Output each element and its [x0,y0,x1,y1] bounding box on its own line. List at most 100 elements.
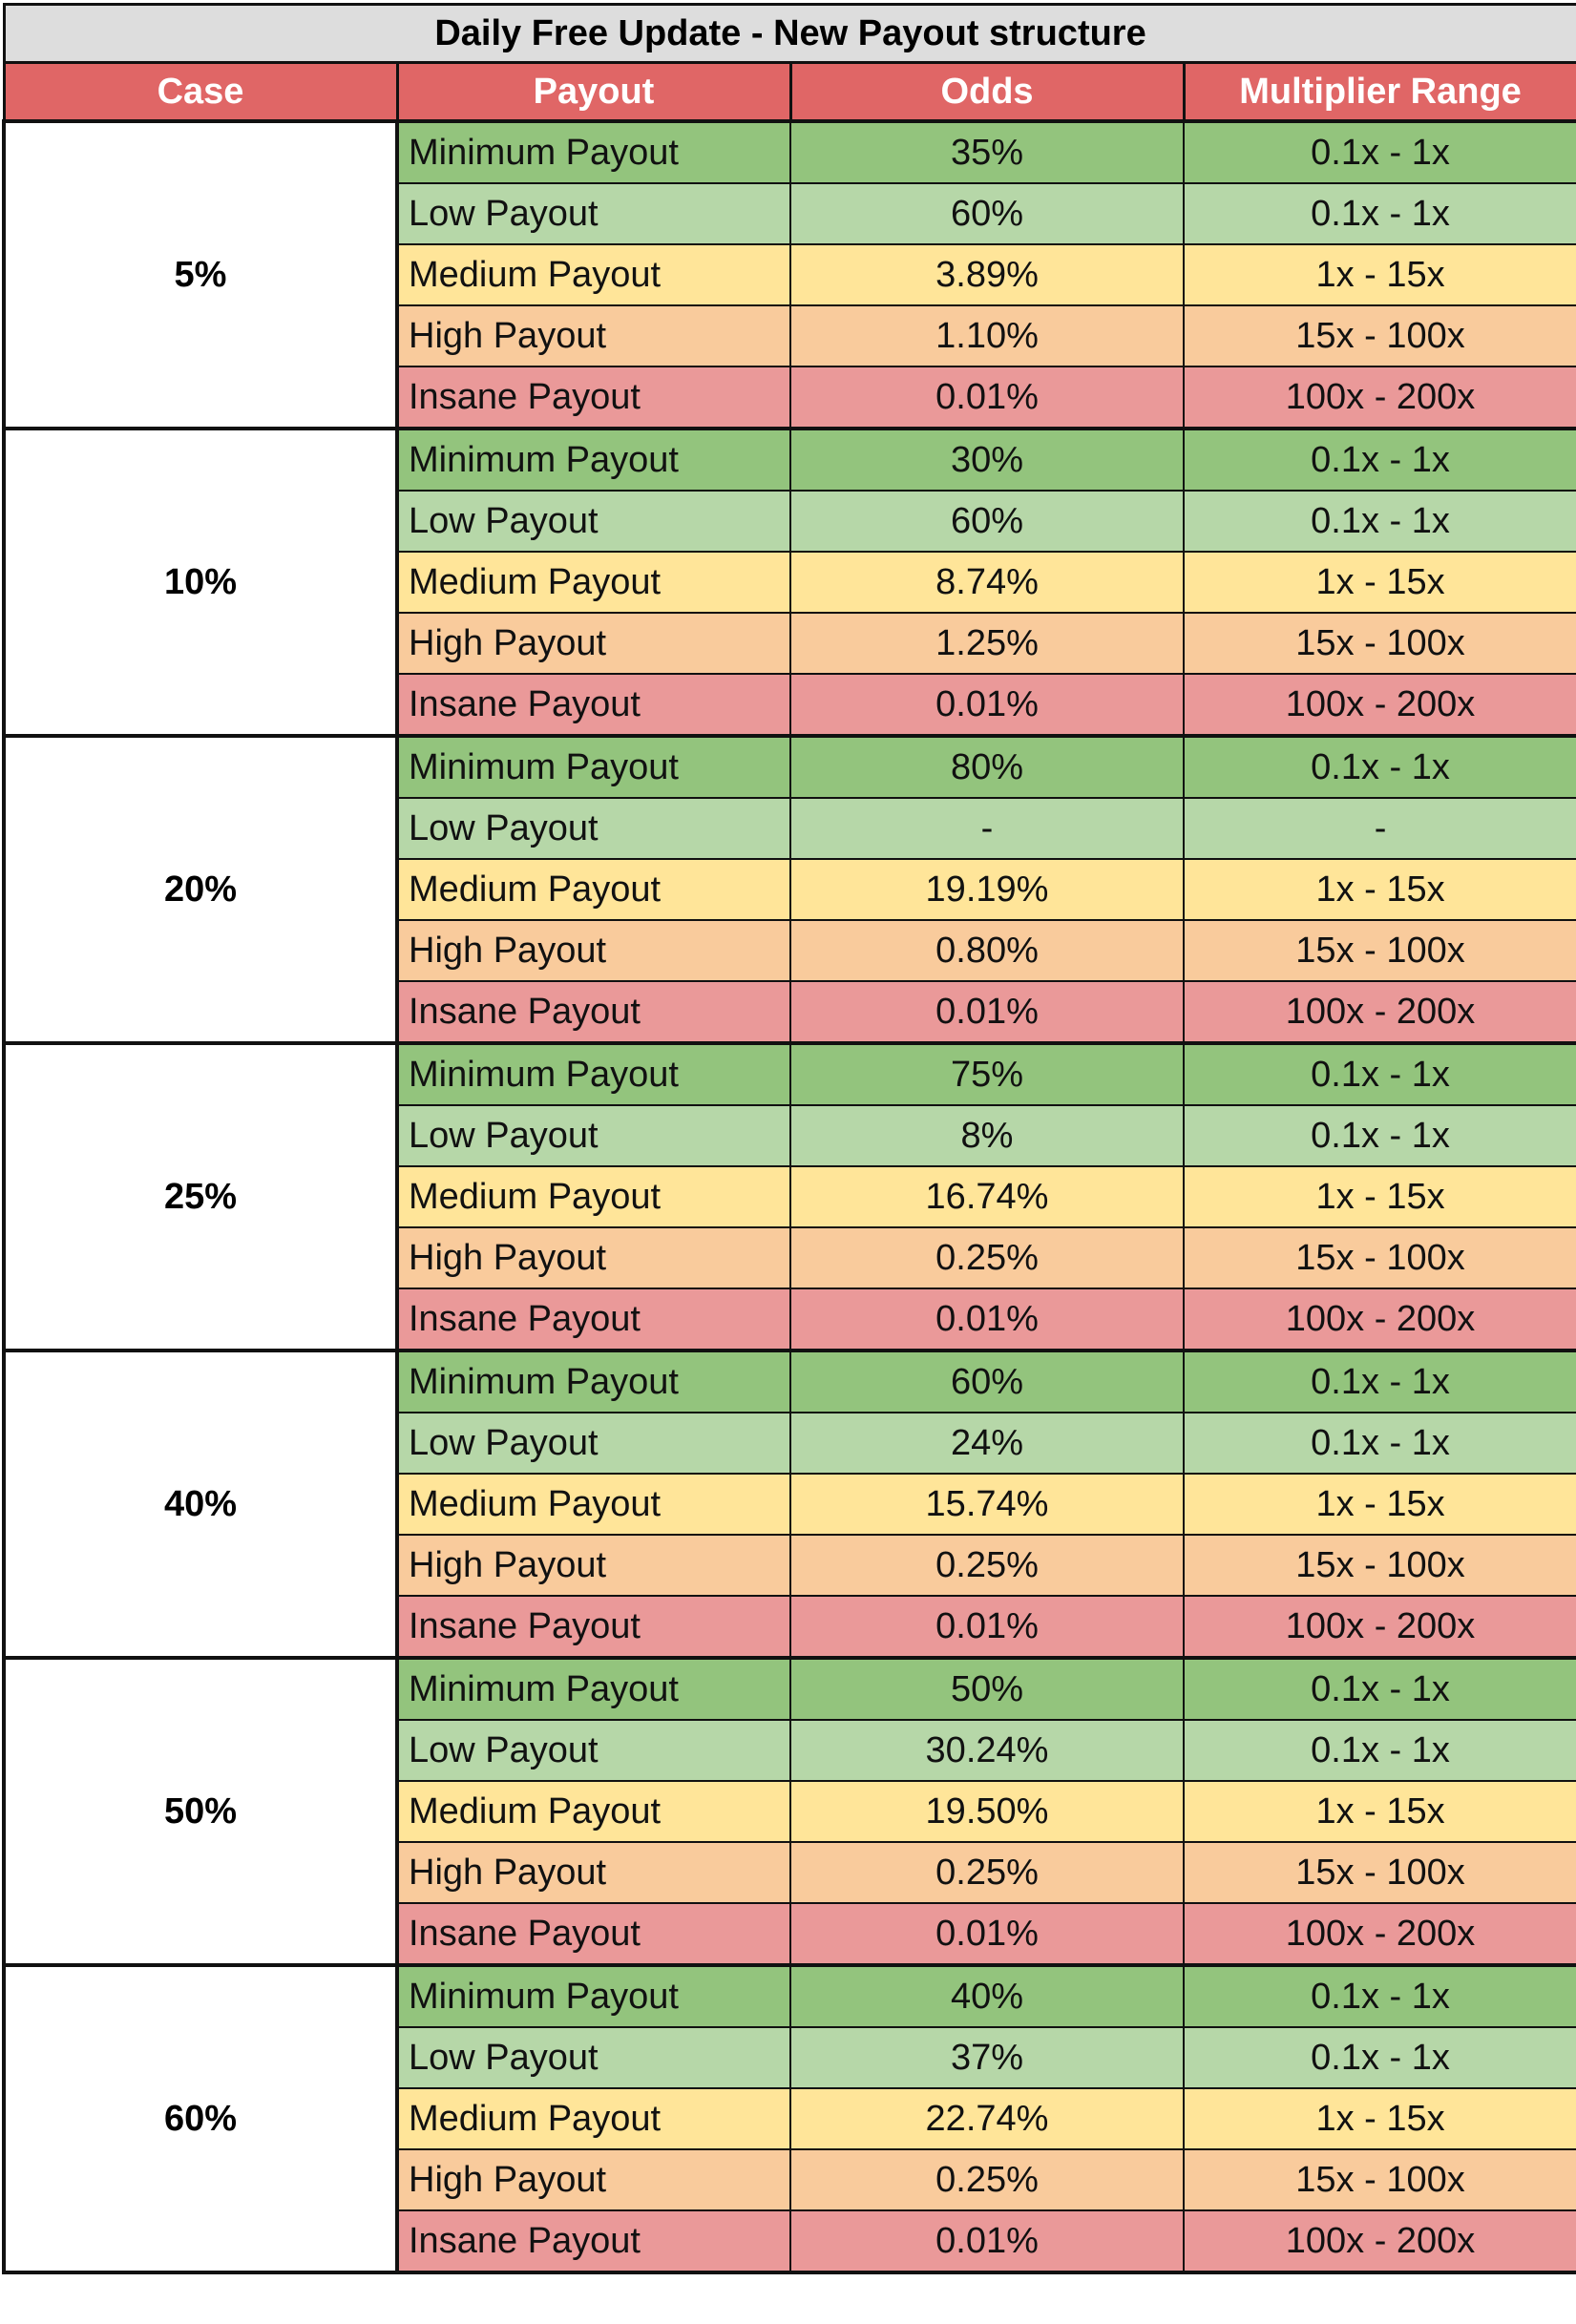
payout-cell[interactable]: Insane Payout [396,1288,791,1352]
payout-cell[interactable]: Low Payout [396,1719,791,1782]
case-cell[interactable]: 25% [2,1041,399,1352]
odds-cell[interactable]: 0.01% [789,2209,1185,2274]
odds-cell[interactable]: 3.89% [789,243,1185,306]
payout-cell[interactable]: High Payout [396,1226,791,1289]
odds-cell[interactable]: 50% [789,1656,1185,1721]
payout-cell[interactable]: High Payout [396,1841,791,1904]
multiplier-range-cell[interactable]: 15x - 100x [1182,304,1576,367]
header-odds[interactable]: Odds [788,61,1186,123]
odds-cell[interactable]: 16.74% [789,1165,1185,1228]
multiplier-range-cell[interactable]: 15x - 100x [1182,1841,1576,1904]
case-cell[interactable]: 10% [2,427,399,738]
multiplier-range-cell[interactable]: 1x - 15x [1182,858,1576,921]
odds-cell[interactable]: 0.25% [789,1534,1185,1597]
payout-cell[interactable]: Medium Payout [396,1165,791,1228]
odds-cell[interactable]: 40% [789,1963,1185,2028]
multiplier-range-cell[interactable]: 100x - 200x [1182,1288,1576,1352]
multiplier-range-cell[interactable]: 1x - 15x [1182,2087,1576,2150]
odds-cell[interactable]: 19.50% [789,1780,1185,1843]
multiplier-range-cell[interactable]: 0.1x - 1x [1182,1104,1576,1167]
odds-cell[interactable]: 24% [789,1412,1185,1475]
multiplier-range-cell[interactable]: 0.1x - 1x [1182,490,1576,553]
multiplier-range-cell[interactable]: 15x - 100x [1182,612,1576,675]
odds-cell[interactable]: 19.19% [789,858,1185,921]
payout-cell[interactable]: Minimum Payout [396,1656,791,1721]
payout-cell[interactable]: High Payout [396,304,791,367]
case-cell[interactable]: 5% [2,119,399,430]
odds-cell[interactable]: 0.01% [789,673,1185,738]
multiplier-range-cell[interactable]: 0.1x - 1x [1182,119,1576,184]
payout-cell[interactable]: Medium Payout [396,858,791,921]
odds-cell[interactable]: 30% [789,427,1185,492]
header-case[interactable]: Case [2,61,399,123]
case-cell[interactable]: 50% [2,1656,399,1967]
odds-cell[interactable]: 35% [789,119,1185,184]
payout-cell[interactable]: Insane Payout [396,673,791,738]
payout-cell[interactable]: Minimum Payout [396,734,791,799]
multiplier-range-cell[interactable]: 0.1x - 1x [1182,1412,1576,1475]
odds-cell[interactable]: 0.01% [789,980,1185,1045]
multiplier-range-cell[interactable]: 0.1x - 1x [1182,2026,1576,2089]
payout-cell[interactable]: Low Payout [396,2026,791,2089]
odds-cell[interactable]: 8.74% [789,551,1185,614]
multiplier-range-cell[interactable]: 100x - 200x [1182,2209,1576,2274]
header-multiplier-range[interactable]: Multiplier Range [1182,61,1576,123]
odds-cell[interactable]: 0.80% [789,919,1185,982]
multiplier-range-cell[interactable]: 15x - 100x [1182,1534,1576,1597]
case-cell[interactable]: 60% [2,1963,399,2274]
odds-cell[interactable]: 22.74% [789,2087,1185,2150]
multiplier-range-cell[interactable]: 100x - 200x [1182,366,1576,430]
odds-cell[interactable]: 0.01% [789,1902,1185,1967]
odds-cell[interactable]: 75% [789,1041,1185,1106]
multiplier-range-cell[interactable]: 0.1x - 1x [1182,1656,1576,1721]
multiplier-range-cell[interactable]: 100x - 200x [1182,673,1576,738]
multiplier-range-cell[interactable]: 1x - 15x [1182,551,1576,614]
multiplier-range-cell[interactable]: 0.1x - 1x [1182,182,1576,245]
multiplier-range-cell[interactable]: 100x - 200x [1182,1595,1576,1660]
table-title[interactable]: Daily Free Update - New Payout structure [2,3,1576,64]
odds-cell[interactable]: 0.01% [789,1595,1185,1660]
multiplier-range-cell[interactable]: 0.1x - 1x [1182,1349,1576,1413]
multiplier-range-cell[interactable]: 1x - 15x [1182,1165,1576,1228]
payout-cell[interactable]: Minimum Payout [396,1963,791,2028]
payout-cell[interactable]: Low Payout [396,1412,791,1475]
odds-cell[interactable]: 30.24% [789,1719,1185,1782]
odds-cell[interactable]: - [789,797,1185,860]
payout-cell[interactable]: Medium Payout [396,551,791,614]
payout-cell[interactable]: Insane Payout [396,366,791,430]
odds-cell[interactable]: 8% [789,1104,1185,1167]
payout-cell[interactable]: High Payout [396,919,791,982]
odds-cell[interactable]: 0.01% [789,1288,1185,1352]
multiplier-range-cell[interactable]: 1x - 15x [1182,243,1576,306]
odds-cell[interactable]: 60% [789,1349,1185,1413]
multiplier-range-cell[interactable]: 1x - 15x [1182,1473,1576,1536]
multiplier-range-cell[interactable]: 100x - 200x [1182,980,1576,1045]
payout-cell[interactable]: Minimum Payout [396,119,791,184]
payout-cell[interactable]: Low Payout [396,182,791,245]
payout-cell[interactable]: Insane Payout [396,1595,791,1660]
multiplier-range-cell[interactable]: 1x - 15x [1182,1780,1576,1843]
payout-cell[interactable]: High Payout [396,1534,791,1597]
case-cell[interactable]: 40% [2,1349,399,1660]
payout-cell[interactable]: Medium Payout [396,243,791,306]
case-cell[interactable]: 20% [2,734,399,1045]
odds-cell[interactable]: 0.01% [789,366,1185,430]
odds-cell[interactable]: 60% [789,182,1185,245]
odds-cell[interactable]: 80% [789,734,1185,799]
payout-cell[interactable]: Minimum Payout [396,1041,791,1106]
odds-cell[interactable]: 15.74% [789,1473,1185,1536]
payout-cell[interactable]: Minimum Payout [396,1349,791,1413]
odds-cell[interactable]: 1.25% [789,612,1185,675]
payout-cell[interactable]: Low Payout [396,490,791,553]
payout-cell[interactable]: Insane Payout [396,1902,791,1967]
payout-cell[interactable]: Medium Payout [396,2087,791,2150]
multiplier-range-cell[interactable]: 0.1x - 1x [1182,1041,1576,1106]
multiplier-range-cell[interactable]: 0.1x - 1x [1182,427,1576,492]
payout-cell[interactable]: Medium Payout [396,1780,791,1843]
payout-cell[interactable]: Insane Payout [396,2209,791,2274]
payout-cell[interactable]: Minimum Payout [396,427,791,492]
odds-cell[interactable]: 0.25% [789,2148,1185,2211]
multiplier-range-cell[interactable]: 0.1x - 1x [1182,1719,1576,1782]
multiplier-range-cell[interactable]: - [1182,797,1576,860]
payout-cell[interactable]: Low Payout [396,797,791,860]
